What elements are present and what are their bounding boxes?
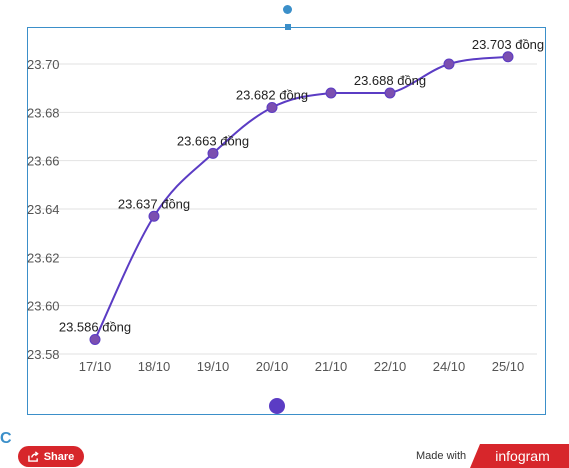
data-point: [207, 147, 219, 159]
data-label: 23.586 đồng: [59, 320, 131, 335]
data-point: [266, 102, 278, 113]
data-point: [502, 51, 514, 63]
infogram-logo[interactable]: infogram: [470, 444, 569, 468]
data-label: 23.682 đồng: [236, 88, 308, 103]
data-points: [89, 51, 514, 345]
share-button[interactable]: Share: [18, 446, 84, 467]
data-point: [148, 210, 160, 222]
x-tick-label: 24/10: [433, 359, 466, 374]
y-tick-label: 23.68: [27, 105, 60, 120]
y-tick-label: 23.64: [27, 202, 60, 217]
data-labels: 23.586 đồng 23.637 đồng 23.663 đồng 23.682 …: [59, 37, 544, 335]
x-tick-label: 22/10: [374, 359, 407, 374]
share-icon: [27, 451, 39, 462]
x-axis-ticks: 17/10 18/10 19/10 20/10 21/10 22/10 24/10 25/10: [79, 359, 525, 374]
share-label: Share: [43, 450, 75, 463]
x-tick-label: 25/10: [492, 359, 525, 374]
y-tick-label: 23.58: [27, 347, 60, 362]
data-label: 23.703 đồng: [472, 37, 544, 52]
x-tick-label: 21/10: [315, 359, 348, 374]
data-point: [89, 334, 101, 345]
refresh-icon: C: [0, 430, 12, 447]
y-axis-ticks: 23.58 23.60 23.62 23.64 23.66 23.68 23.70: [27, 57, 60, 362]
data-point: [325, 87, 337, 99]
data-point: [443, 58, 455, 70]
made-with-text: Made with: [416, 450, 467, 462]
data-label: 23.637 đồng: [118, 196, 190, 211]
data-label: 23.663 đồng: [177, 133, 249, 148]
resize-handle-top[interactable]: [285, 24, 291, 30]
y-tick-label: 23.62: [27, 250, 60, 265]
y-tick-label: 23.66: [27, 154, 60, 169]
rotate-handle[interactable]: [283, 5, 292, 14]
x-tick-label: 18/10: [138, 359, 171, 374]
x-tick-label: 19/10: [197, 359, 230, 374]
x-tick-label: 20/10: [256, 359, 289, 374]
data-label: 23.688 đồng: [354, 73, 426, 88]
data-point: [384, 87, 396, 99]
y-tick-label: 23.70: [27, 57, 60, 72]
x-tick-label: 17/10: [79, 359, 112, 374]
resize-handle-bottom[interactable]: [269, 398, 285, 414]
grid: [34, 63, 537, 355]
line-chart: 23.58 23.60 23.62 23.64 23.66 23.68 23.70 17/1…: [27, 37, 544, 414]
y-tick-label: 23.60: [27, 299, 60, 314]
